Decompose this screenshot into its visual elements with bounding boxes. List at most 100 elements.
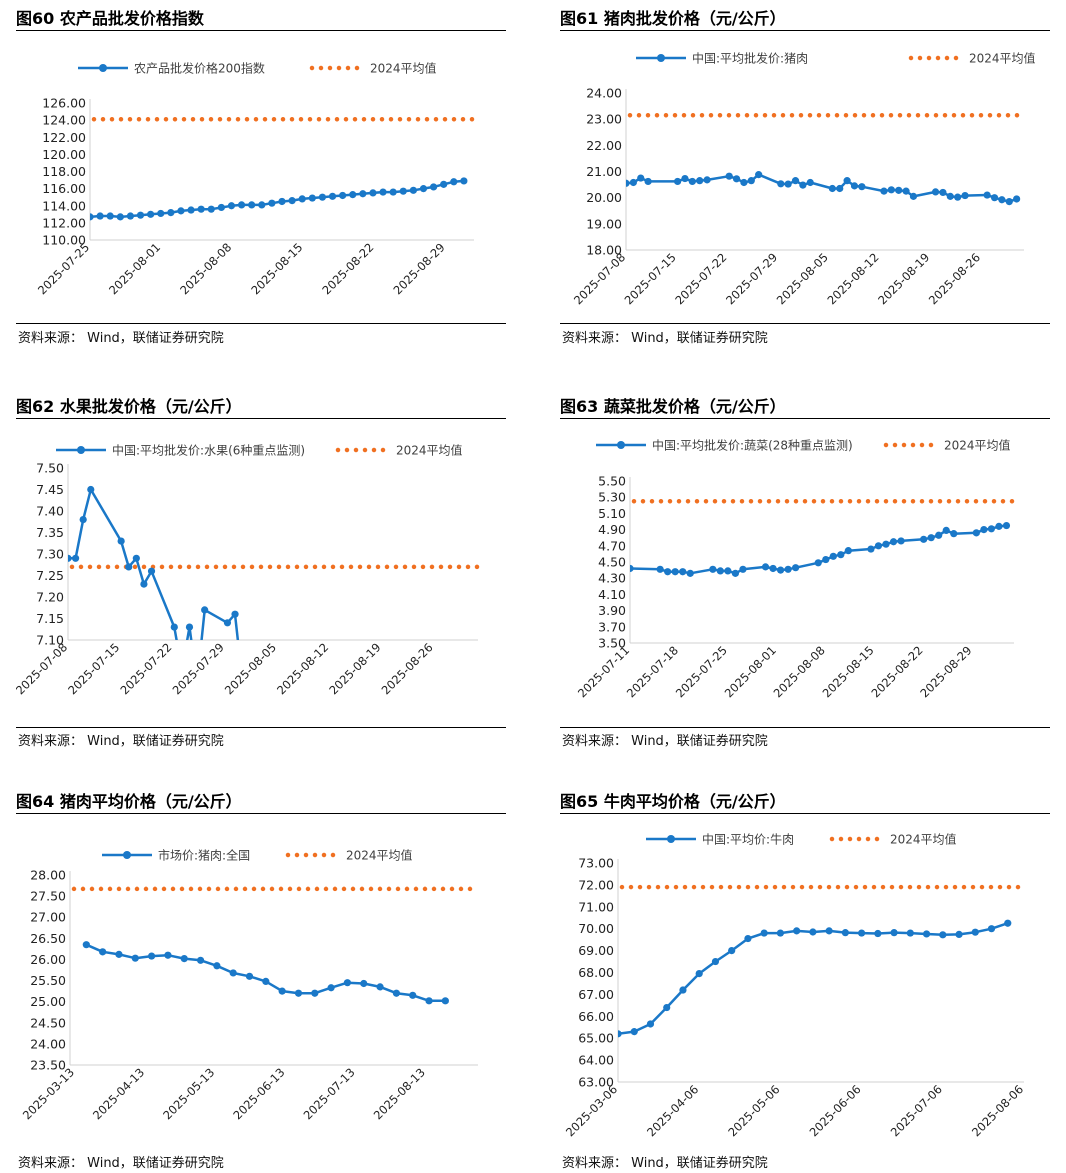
- title-rule: [560, 30, 1050, 31]
- x-tick-label: 2025-08-22: [319, 240, 376, 297]
- data-point: [874, 929, 882, 938]
- x-tick-label: 2025-08-01: [106, 240, 163, 297]
- source-note: 资料来源： Wind，联储证券研究院: [18, 734, 224, 749]
- data-point: [995, 522, 1003, 530]
- legend-series-label: 中国:平均价:牛肉: [702, 832, 794, 847]
- data-point: [644, 177, 652, 186]
- legend-series-label: 中国:平均批发价:水果(6种重点监测): [112, 443, 305, 458]
- x-tick-label: 2025-08-22: [868, 643, 925, 700]
- legend-series-marker: [667, 835, 675, 843]
- data-point: [837, 551, 845, 559]
- x-tick-label: 2025-08-05: [774, 250, 831, 307]
- data-point: [419, 185, 428, 193]
- x-tick-label: 2025-03-06: [563, 1082, 620, 1139]
- data-point: [961, 191, 969, 200]
- data-point: [867, 545, 875, 553]
- y-tick-label: 69.00: [578, 943, 614, 958]
- y-tick-label: 3.70: [598, 619, 626, 634]
- data-point: [739, 565, 747, 573]
- y-tick-label: 7.30: [36, 547, 64, 562]
- x-tick-label: 2025-08-12: [274, 640, 331, 697]
- data-point: [942, 526, 950, 535]
- source-note: 资料来源： Wind，联储证券研究院: [562, 331, 768, 346]
- x-tick-label: 2025-08-15: [248, 240, 305, 297]
- data-point: [392, 989, 400, 997]
- x-tick-label: 2025-06-06: [807, 1082, 864, 1139]
- data-point: [906, 929, 914, 937]
- x-tick-label: 2025-07-25: [35, 240, 92, 297]
- source-rule: [560, 727, 1050, 728]
- data-point: [262, 977, 270, 985]
- x-tick-label: 2025-04-13: [90, 1065, 147, 1122]
- data-point: [68, 554, 72, 562]
- data-point: [125, 563, 133, 571]
- data-point: [998, 196, 1006, 204]
- data-point: [792, 564, 800, 572]
- data-point: [1004, 919, 1012, 927]
- x-tick-label: 2025-08-26: [926, 250, 983, 307]
- y-tick-label: 70.00: [578, 921, 614, 936]
- x-tick-label: 2025-03-13: [20, 1065, 77, 1122]
- chart-panel-63: 图63 蔬菜批发价格（元/公斤） 中国:平均批发价:蔬菜(28种重点监测) 202…: [560, 390, 1050, 760]
- data-point: [679, 986, 687, 994]
- data-point: [389, 188, 397, 196]
- x-tick-label: 2025-05-06: [725, 1082, 782, 1139]
- data-point: [987, 525, 996, 533]
- data-point: [825, 927, 833, 935]
- x-tick-label: 2025-07-22: [672, 250, 729, 307]
- x-tick-label: 2025-07-15: [622, 250, 679, 307]
- data-point: [1013, 195, 1021, 203]
- data-point: [935, 531, 943, 539]
- data-point: [116, 213, 124, 221]
- x-tick-label: 2025-08-12: [824, 250, 881, 307]
- data-point: [656, 565, 664, 573]
- data-point: [954, 193, 962, 201]
- data-point: [663, 1003, 671, 1012]
- source-note: 资料来源： Wind，联储证券研究院: [18, 1156, 224, 1171]
- data-point: [79, 516, 87, 524]
- series-line: [90, 179, 465, 219]
- y-tick-label: 118.00: [42, 164, 86, 179]
- x-tick-label: 2025-07-13: [301, 1065, 358, 1122]
- data-point: [777, 180, 785, 188]
- data-point: [180, 955, 188, 963]
- y-tick-label: 7.50: [36, 461, 64, 476]
- data-point: [983, 191, 991, 199]
- data-point: [177, 207, 185, 215]
- data-point: [227, 202, 236, 210]
- data-point: [728, 947, 736, 955]
- data-point: [132, 554, 140, 562]
- data-point: [909, 192, 918, 200]
- y-tick-label: 26.00: [30, 952, 66, 967]
- data-point: [882, 540, 890, 548]
- y-tick-label: 126.00: [42, 96, 86, 111]
- data-point: [1005, 197, 1013, 206]
- x-tick-label: 2025-05-13: [160, 1065, 217, 1122]
- legend-average-label: 2024平均值: [969, 51, 1036, 66]
- data-point: [828, 184, 836, 193]
- y-tick-label: 63.00: [578, 1075, 614, 1090]
- data-point: [229, 969, 237, 977]
- x-tick-label: 2025-07-29: [723, 250, 780, 307]
- data-point: [136, 211, 145, 219]
- x-tick-label: 2025-07-06: [888, 1082, 945, 1139]
- x-tick-label: 2025-08-08: [771, 643, 828, 700]
- data-point: [379, 188, 387, 196]
- chart-title: 图64 猪肉平均价格（元/公斤）: [16, 792, 242, 811]
- y-tick-label: 24.50: [30, 1015, 66, 1030]
- data-point: [311, 989, 319, 997]
- data-point: [440, 180, 448, 188]
- data-point: [187, 206, 195, 214]
- data-point: [987, 925, 996, 933]
- chart-title: 图60 农产品批发价格指数: [16, 9, 204, 28]
- data-point: [673, 177, 682, 186]
- data-point: [237, 201, 246, 209]
- legend-series-marker: [99, 64, 107, 72]
- data-point: [278, 197, 286, 206]
- legend: 市场价:猪肉:全国 2024平均值: [102, 848, 413, 863]
- data-point: [217, 203, 225, 212]
- y-tick-label: 27.50: [30, 889, 66, 904]
- data-point: [902, 187, 910, 195]
- y-tick-label: 64.00: [578, 1053, 614, 1068]
- y-tick-label: 7.15: [36, 611, 64, 626]
